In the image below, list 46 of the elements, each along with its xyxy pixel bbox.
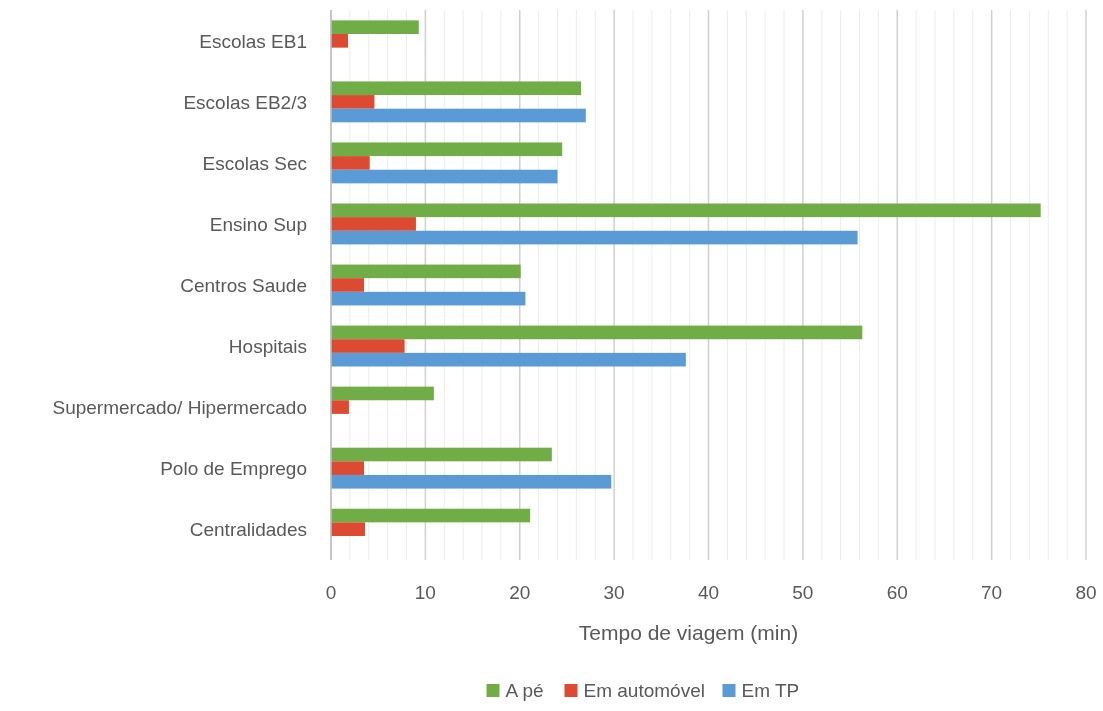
x-tick-label: 50 [792,582,814,603]
y-tick-label: Polo de Emprego [160,458,307,480]
y-tick-label: Centralidades [189,519,307,541]
y-tick-label: Escolas Sec [202,152,307,174]
bar [331,108,586,123]
y-tick-label: Ensino Sup [209,213,307,235]
bar [331,339,405,353]
bar [331,20,419,35]
bar [331,217,416,231]
bar [331,447,552,462]
x-axis-title: Tempo de viagem (min) [578,621,799,644]
bar [331,230,858,245]
bar [331,291,526,306]
y-tick-label: Hospitais [228,336,307,358]
bar [331,386,434,401]
legend-label: Em TP [741,680,800,701]
bar [331,169,558,184]
bar [331,203,1041,218]
bar [331,34,348,48]
x-tick-label: 60 [886,582,908,603]
bar [331,325,863,340]
bar [331,474,612,489]
bar [331,264,521,279]
bar [331,461,365,475]
bar [331,95,375,109]
y-tick-label: Escolas EB2/3 [183,91,307,113]
bar [331,508,531,523]
y-tick-label: Centros Saude [180,275,307,296]
x-tick-label: 20 [509,582,531,603]
bar [331,352,686,367]
x-tick-label: 30 [603,582,625,603]
bar [331,278,365,292]
y-tick-label: Escolas EB1 [199,30,307,52]
bar [331,156,370,170]
bar [331,400,349,414]
x-tick-label: 70 [981,582,1003,603]
legend-label: Em automóvel [583,680,705,701]
x-tick-label: 80 [1075,582,1097,603]
x-tick-label: 40 [697,582,720,603]
bar [331,142,563,157]
legend-label: A pé [505,680,544,701]
y-tick-label: Supermercado/ Hipermercado [52,397,307,419]
bar [331,81,582,96]
x-tick-label: 10 [414,582,436,603]
bar [331,522,365,536]
x-tick-label: 0 [325,582,337,603]
